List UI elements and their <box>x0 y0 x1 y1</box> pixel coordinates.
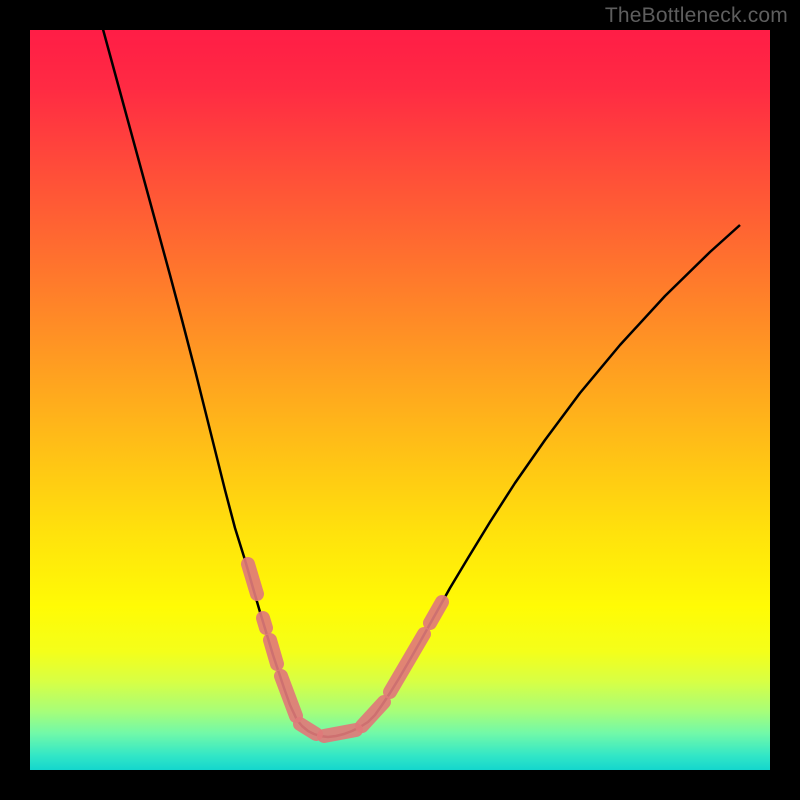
watermark-text: TheBottleneck.com <box>605 4 788 28</box>
plot-area <box>30 30 770 770</box>
curve-layer <box>30 30 770 770</box>
